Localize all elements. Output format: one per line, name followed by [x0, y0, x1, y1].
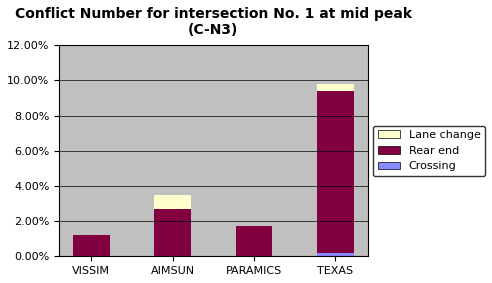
Bar	[236, 226, 272, 256]
Bar	[317, 91, 354, 253]
Legend: Lane change, Rear end, Crossing: Lane change, Rear end, Crossing	[373, 126, 485, 176]
Bar	[73, 235, 110, 256]
Bar	[317, 84, 354, 91]
Bar	[154, 209, 191, 256]
Bar	[154, 195, 191, 209]
Bar	[317, 253, 354, 256]
Title: Conflict Number for intersection No. 1 at mid peak
(C-N3): Conflict Number for intersection No. 1 a…	[15, 7, 412, 37]
